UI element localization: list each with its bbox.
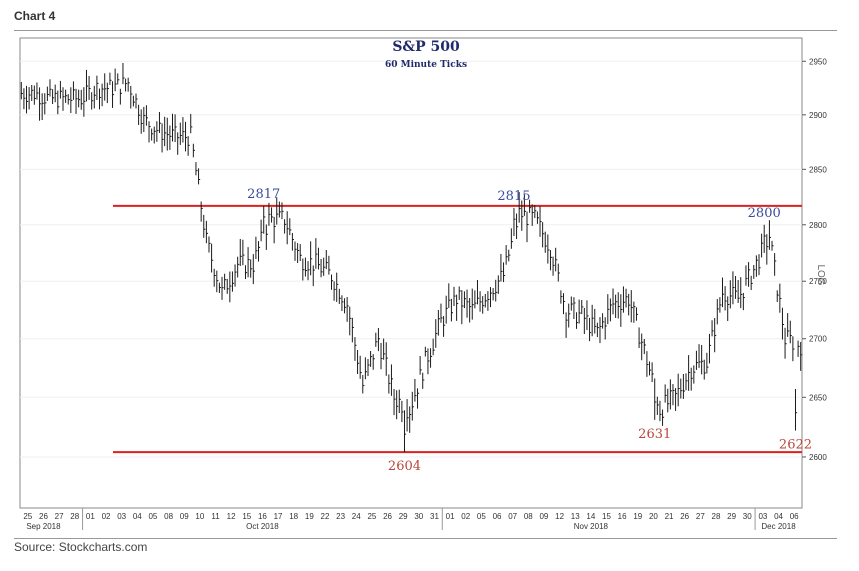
- annotation-2622: 2622: [779, 438, 812, 453]
- bottom-divider: [14, 538, 837, 539]
- x-tick-label: 03: [117, 512, 126, 521]
- x-tick-label: 12: [555, 512, 564, 521]
- y-tick-label: 2600: [809, 453, 827, 462]
- plot-frame: [19, 37, 803, 509]
- x-tick-label: 26: [680, 512, 689, 521]
- x-tick-label: 02: [102, 512, 111, 521]
- x-tick-label: 01: [446, 512, 455, 521]
- x-tick-label: 25: [367, 512, 376, 521]
- y-tick-label: 2900: [809, 111, 827, 120]
- x-tick-label: 30: [414, 512, 423, 521]
- x-tick-label: 04: [133, 512, 142, 521]
- x-tick-label: 01: [86, 512, 95, 521]
- x-tick-label: 29: [727, 512, 736, 521]
- y-tick-label: 2700: [809, 335, 827, 344]
- x-tick-label: 05: [148, 512, 157, 521]
- x-month-label: Dec 2018: [761, 522, 796, 531]
- x-tick-label: 06: [790, 512, 799, 521]
- annotation-2815: 2815: [497, 189, 530, 204]
- x-tick-label: 23: [336, 512, 345, 521]
- x-tick-label: 27: [696, 512, 705, 521]
- x-tick-label: 24: [352, 512, 361, 521]
- y-tick-label: 2800: [809, 221, 827, 230]
- annotation-2817: 2817: [247, 187, 280, 202]
- chart-title: S&P 500: [392, 39, 460, 55]
- x-tick-label: 04: [774, 512, 783, 521]
- x-tick-label: 08: [524, 512, 533, 521]
- annotation-2604: 2604: [388, 459, 421, 474]
- x-tick-label: 18: [289, 512, 298, 521]
- annotation-2800: 2800: [748, 206, 781, 221]
- x-tick-label: 16: [618, 512, 627, 521]
- y-axis-side-label: LOG: [815, 264, 826, 285]
- x-tick-label: 26: [383, 512, 392, 521]
- x-tick-label: 29: [399, 512, 408, 521]
- y-tick-label: 2950: [809, 57, 827, 66]
- x-tick-label: 26: [39, 512, 48, 521]
- x-tick-label: 02: [461, 512, 470, 521]
- source-note: Source: Stockcharts.com: [14, 540, 148, 554]
- y-tick-label: 2850: [809, 165, 827, 174]
- chart-subtitle: 60 Minute Ticks: [385, 60, 467, 70]
- x-tick-label: 28: [712, 512, 721, 521]
- x-tick-label: 15: [242, 512, 251, 521]
- x-tick-label: 25: [23, 512, 32, 521]
- x-tick-label: 28: [70, 512, 79, 521]
- x-tick-label: 16: [258, 512, 267, 521]
- x-month-label: Sep 2018: [26, 522, 61, 531]
- x-tick-label: 07: [508, 512, 517, 521]
- x-tick-label: 10: [195, 512, 204, 521]
- x-tick-label: 11: [211, 512, 220, 521]
- x-tick-label: 14: [586, 512, 595, 521]
- x-tick-label: 08: [164, 512, 173, 521]
- x-tick-label: 05: [477, 512, 486, 521]
- y-tick-label: 2750: [809, 277, 827, 286]
- x-tick-label: 09: [180, 512, 189, 521]
- x-tick-label: 27: [55, 512, 64, 521]
- x-tick-label: 30: [743, 512, 752, 521]
- x-tick-label: 06: [493, 512, 502, 521]
- x-tick-label: 17: [274, 512, 283, 521]
- annotation-2631: 2631: [638, 427, 671, 442]
- x-tick-label: 13: [571, 512, 580, 521]
- chart-label: Chart 4: [14, 9, 56, 23]
- x-tick-label: 21: [665, 512, 674, 521]
- x-month-label: Nov 2018: [574, 522, 609, 531]
- x-tick-label: 19: [305, 512, 314, 521]
- x-tick-label: 31: [430, 512, 439, 521]
- y-tick-label: 2650: [809, 393, 827, 402]
- x-tick-label: 09: [539, 512, 548, 521]
- x-tick-label: 20: [649, 512, 658, 521]
- x-tick-label: 12: [227, 512, 236, 521]
- x-tick-label: 03: [758, 512, 767, 521]
- x-tick-label: 15: [602, 512, 611, 521]
- x-month-label: Oct 2018: [246, 522, 279, 531]
- x-tick-label: 22: [321, 512, 330, 521]
- x-tick-label: 19: [633, 512, 642, 521]
- top-divider: [14, 30, 837, 31]
